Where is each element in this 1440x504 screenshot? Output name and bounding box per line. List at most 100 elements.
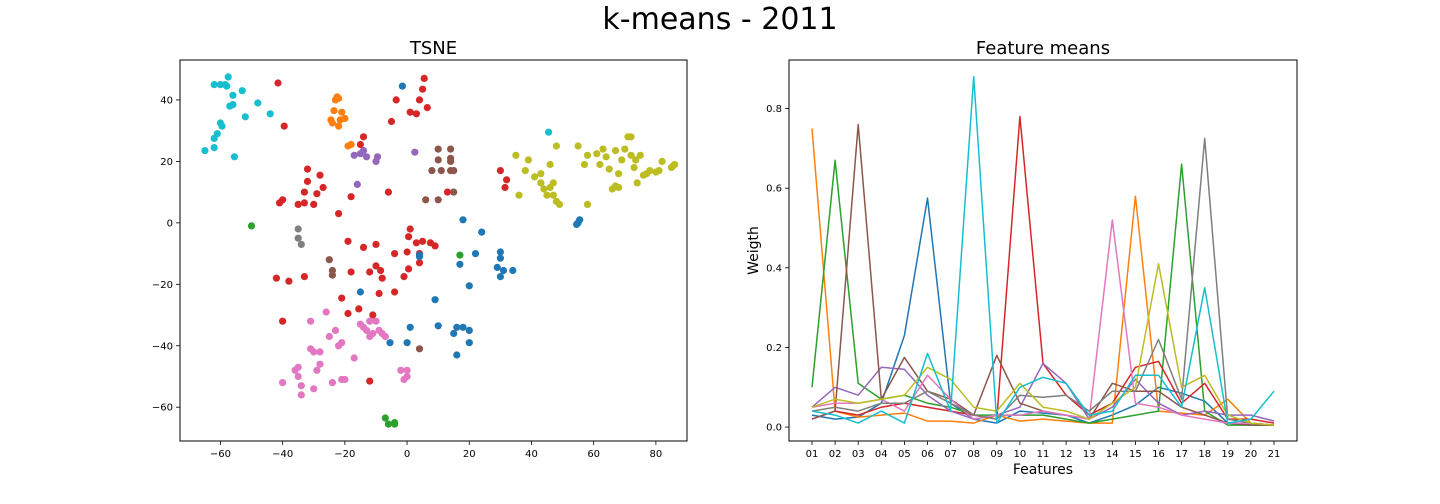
scatter-point (266, 110, 274, 118)
scatter-point (406, 225, 414, 233)
feature-means-x-ticks: 01 02 03 04 05 06 07 08 09 10 11 12 13 14 15 16 17 18 19 20… (806, 441, 1280, 460)
scatter-point (303, 177, 312, 185)
scatter-point (366, 377, 374, 385)
x-tick-label: 06 (921, 449, 934, 460)
scatter-point (405, 265, 413, 273)
scatter-point (447, 145, 455, 153)
x-tick-label: 60 (587, 449, 600, 460)
scatter-point (543, 191, 551, 199)
scatter-point (447, 157, 455, 165)
scatter-point (521, 167, 529, 175)
scatter-point (406, 323, 414, 331)
scatter-point (366, 332, 374, 341)
scatter-point (373, 153, 382, 161)
x-tick-label: 0 (404, 449, 410, 460)
scatter-point (316, 171, 324, 179)
scatter-point (294, 372, 302, 381)
scatter-point (328, 271, 336, 279)
scatter-point (655, 167, 663, 175)
scatter-point (630, 163, 638, 172)
scatter-point (375, 289, 383, 298)
scatter-point (386, 339, 394, 347)
scatter-point (412, 239, 420, 247)
scatter-point (415, 96, 424, 104)
scatter-point (671, 160, 679, 169)
figure-title: k-means - 2011 (602, 2, 838, 37)
scatter-point (350, 354, 358, 362)
y-tick-label: 0.0 (766, 423, 782, 434)
scatter-point (465, 282, 473, 290)
scatter-point (331, 326, 340, 334)
scatter-point (615, 170, 623, 178)
feature-mean-line-10 (811, 75, 1275, 424)
scatter-point (338, 294, 346, 302)
scatter-point (596, 160, 604, 169)
scatter-point (411, 148, 419, 156)
scatter-point (398, 82, 406, 90)
scatter-point (285, 277, 293, 285)
x-tick-label: 11 (1037, 449, 1050, 460)
scatter-point (241, 113, 249, 121)
x-tick-label: 14 (1106, 449, 1119, 460)
x-tick-label: 10 (1014, 449, 1027, 460)
scatter-point (496, 167, 504, 175)
x-tick-label: 17 (1175, 449, 1188, 460)
scatter-point (344, 309, 352, 318)
scatter-point (224, 73, 232, 81)
scatter-point (300, 188, 308, 196)
scatter-point (471, 250, 480, 258)
scatter-point (310, 385, 318, 393)
x-tick-label: 16 (1152, 449, 1165, 460)
scatter-point (636, 151, 644, 159)
scatter-point (627, 133, 635, 141)
scatter-point (593, 150, 601, 158)
scatter-point (355, 305, 363, 313)
scatter-point (646, 167, 654, 175)
y-tick-label: 40 (160, 95, 173, 106)
scatter-point (422, 196, 430, 204)
scatter-point (350, 151, 358, 159)
x-tick-label: 03 (852, 449, 865, 460)
scatter-point (431, 242, 439, 250)
scatter-point (307, 317, 315, 325)
scatter-point (580, 160, 589, 169)
x-tick-label: 09 (990, 449, 1003, 460)
scatter-point (366, 317, 374, 325)
feature-means-title: Feature means (976, 38, 1110, 59)
scatter-point (353, 180, 361, 188)
x-tick-label: 20 (1245, 449, 1258, 460)
scatter-point (201, 147, 209, 155)
scatter-point (229, 101, 237, 109)
scatter-point (415, 259, 424, 267)
scatter-point (330, 107, 338, 115)
scatter-point (437, 167, 445, 175)
scatter-point (599, 145, 607, 153)
scatter-point (300, 273, 308, 281)
x-tick-label: 15 (1129, 449, 1142, 460)
scatter-point (423, 104, 431, 112)
scatter-point (274, 79, 282, 87)
tsne-scatter-plot: TSNE −60 −40 −20 0 20 40 60 80 −60 −40 −20 0 20 40 (152, 38, 688, 460)
scatter-point (434, 322, 442, 330)
y-tick-label: 20 (160, 157, 173, 168)
scatter-point (583, 200, 592, 208)
scatter-point (406, 108, 414, 116)
scatter-point (335, 342, 343, 350)
scatter-point (453, 351, 461, 359)
y-tick-label: −60 (152, 403, 173, 414)
x-tick-label: 80 (650, 449, 663, 460)
scatter-point (316, 348, 324, 356)
scatter-point (328, 379, 336, 387)
scatter-point (310, 200, 318, 208)
y-tick-label: 0 (167, 218, 173, 229)
scatter-point (658, 157, 666, 165)
scatter-point (325, 256, 333, 264)
scatter-point (279, 379, 287, 387)
scatter-point (319, 183, 327, 192)
tsne-x-ticks: −60 −40 −20 0 20 40 60 80 (210, 441, 662, 460)
scatter-point (632, 156, 640, 164)
scatter-point (218, 122, 226, 130)
scatter-point (478, 228, 486, 236)
scatter-point (297, 391, 305, 399)
